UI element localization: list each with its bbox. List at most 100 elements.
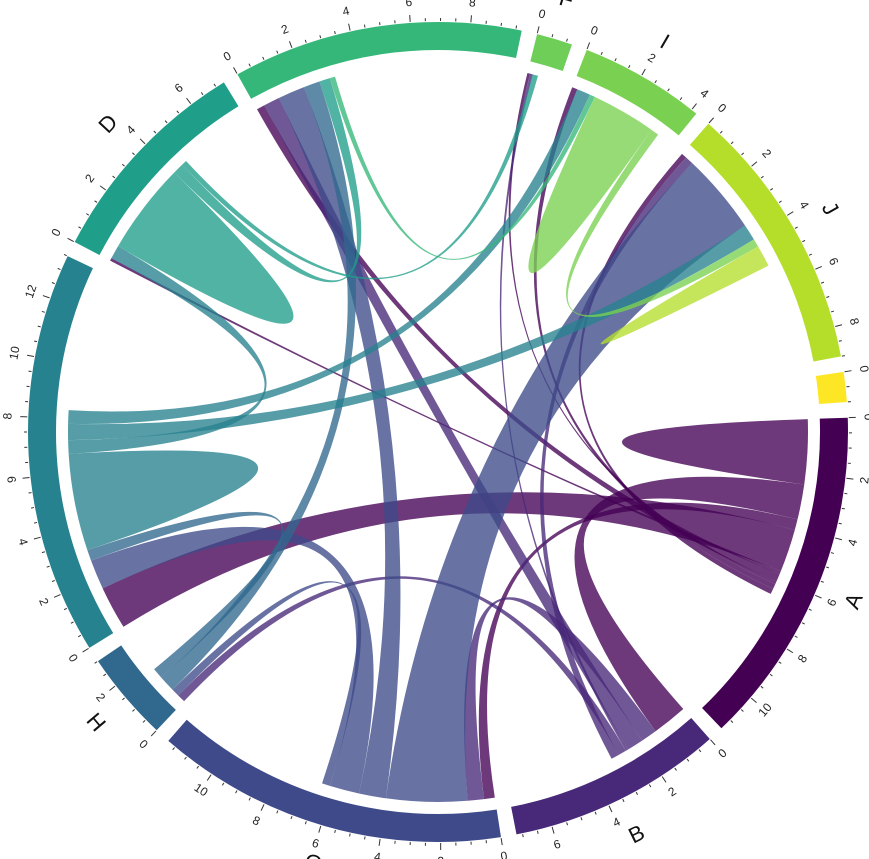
tick-A bbox=[846, 477, 854, 480]
tick-C bbox=[46, 565, 50, 568]
tick-D bbox=[78, 226, 82, 229]
tick-label-A: 2 bbox=[857, 476, 869, 485]
tick-G bbox=[334, 829, 336, 834]
tick-C bbox=[77, 634, 82, 638]
tick-I bbox=[654, 80, 657, 84]
link-G-C bbox=[91, 526, 374, 794]
link-A-C bbox=[102, 492, 795, 627]
tick-D bbox=[94, 200, 98, 203]
tick-D bbox=[139, 138, 146, 145]
tick-A bbox=[814, 594, 822, 599]
sector-H bbox=[97, 645, 176, 731]
tick-G bbox=[235, 790, 238, 794]
tick-J bbox=[760, 175, 764, 179]
tick-H bbox=[150, 730, 157, 737]
tick-D bbox=[200, 92, 204, 96]
tick-label-G: 4 bbox=[373, 849, 382, 859]
sector-E bbox=[237, 21, 522, 99]
tick-I bbox=[679, 97, 683, 101]
tick-C bbox=[33, 536, 41, 540]
tick-J bbox=[841, 355, 845, 357]
tick-J bbox=[719, 130, 723, 134]
sector-B bbox=[511, 717, 710, 835]
tick-G bbox=[221, 782, 225, 786]
tick-A bbox=[838, 522, 842, 525]
tick-label-G: 0 bbox=[500, 849, 509, 859]
sector-K bbox=[815, 371, 847, 405]
tick-label-E: 8 bbox=[469, 0, 477, 10]
tick-label-E: 6 bbox=[405, 0, 413, 9]
tick-J bbox=[770, 188, 774, 191]
tick-A bbox=[834, 537, 843, 541]
tick-label-I: 4 bbox=[698, 86, 712, 101]
tick-D bbox=[67, 237, 75, 243]
tick-A bbox=[730, 720, 734, 723]
tick-A bbox=[826, 566, 830, 569]
tick-E bbox=[348, 23, 351, 31]
link-H-E bbox=[161, 81, 356, 690]
tick-F bbox=[551, 34, 554, 38]
tick-label-E: 4 bbox=[341, 4, 351, 19]
sector-D bbox=[74, 82, 239, 256]
tick-label-C: 8 bbox=[0, 412, 14, 420]
tick-label-C: 2 bbox=[36, 596, 52, 608]
tick-A bbox=[808, 608, 812, 611]
tick-B bbox=[566, 822, 569, 826]
tick-C bbox=[34, 340, 38, 343]
tick-J bbox=[741, 152, 745, 156]
sector-label-A: A bbox=[839, 589, 868, 612]
tick-D bbox=[153, 130, 157, 134]
tick-J bbox=[830, 310, 835, 313]
tick-J bbox=[802, 239, 806, 243]
tick-H bbox=[94, 661, 98, 664]
tick-E bbox=[248, 63, 251, 67]
tick-label-B: 2 bbox=[665, 784, 679, 800]
tick-label-D: 0 bbox=[48, 226, 64, 239]
tick-label-J: 6 bbox=[826, 255, 842, 267]
link-J-J bbox=[600, 246, 769, 345]
tick-E bbox=[276, 50, 279, 54]
tick-label-G: 6 bbox=[310, 836, 321, 851]
tick-J bbox=[820, 281, 825, 284]
tick-A bbox=[820, 580, 824, 583]
tick-C bbox=[70, 621, 74, 624]
link-A-A bbox=[622, 419, 808, 485]
tick-G bbox=[206, 774, 212, 781]
tick-I bbox=[600, 51, 603, 55]
tick-label-D: 2 bbox=[82, 171, 97, 185]
tick-label-B: 0 bbox=[715, 746, 730, 761]
link-B-H bbox=[178, 576, 626, 755]
tick-A bbox=[760, 685, 764, 689]
tick-E bbox=[262, 56, 265, 60]
tick-B bbox=[686, 758, 690, 762]
tick-label-J: 2 bbox=[759, 146, 774, 160]
tick-J bbox=[751, 161, 758, 167]
tick-G bbox=[290, 816, 293, 820]
tick-A bbox=[750, 697, 757, 703]
tick-B bbox=[608, 805, 613, 813]
tick-I bbox=[691, 103, 697, 110]
tick-label-B: 4 bbox=[611, 814, 623, 830]
tick-label-B: 6 bbox=[552, 837, 563, 852]
tick-label-G: 10 bbox=[192, 780, 211, 799]
tick-E bbox=[334, 31, 336, 35]
tick-B bbox=[661, 776, 667, 783]
tick-D bbox=[121, 163, 125, 167]
tick-D bbox=[112, 175, 116, 179]
sector-C bbox=[27, 256, 114, 648]
tick-D bbox=[132, 152, 135, 156]
tick-E bbox=[233, 67, 238, 74]
tick-label-J: 0 bbox=[715, 101, 729, 116]
sector-label-F: F bbox=[556, 0, 576, 13]
sector-label-B: B bbox=[624, 820, 648, 849]
tick-D bbox=[164, 120, 168, 124]
tick-J bbox=[708, 117, 715, 124]
tick-G bbox=[248, 797, 251, 801]
tick-D bbox=[176, 110, 180, 114]
links-layer bbox=[67, 72, 808, 803]
tick-label-I: 0 bbox=[589, 23, 601, 39]
tick-H bbox=[132, 708, 136, 712]
link-H-C bbox=[87, 511, 284, 678]
tick-C bbox=[82, 647, 89, 653]
tick-C bbox=[30, 507, 35, 509]
